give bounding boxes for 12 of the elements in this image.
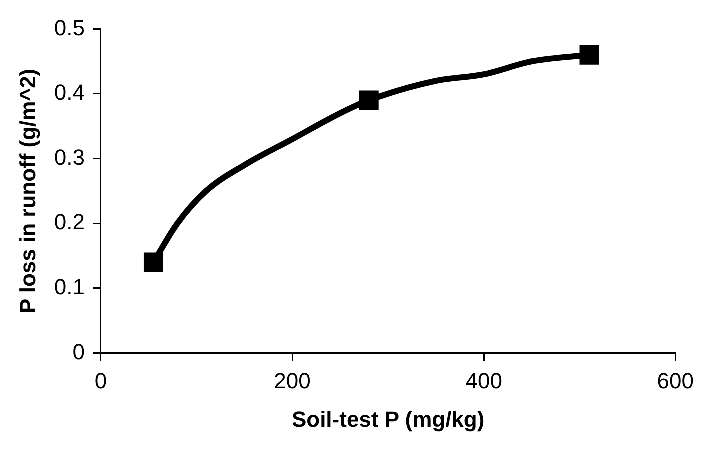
y-tick-label: 0.2	[54, 210, 85, 235]
x-tick-label: 600	[657, 368, 694, 394]
y-tick-label: 0.1	[54, 274, 85, 300]
y-axis-title: P loss in runoff (g/m^2)	[15, 68, 40, 314]
x-tick-label: 400	[466, 368, 502, 394]
y-tick-label: 0.3	[54, 144, 85, 170]
y-tick-label: 0.4	[54, 80, 85, 106]
x-tick-label: 0	[94, 368, 108, 394]
y-tick-label: 0	[72, 339, 85, 364]
y-tick-label: 0.5	[54, 15, 85, 40]
x-axis-title: Soil-test P (mg/kg)	[292, 406, 485, 432]
x-tick-label: 200	[274, 368, 311, 394]
